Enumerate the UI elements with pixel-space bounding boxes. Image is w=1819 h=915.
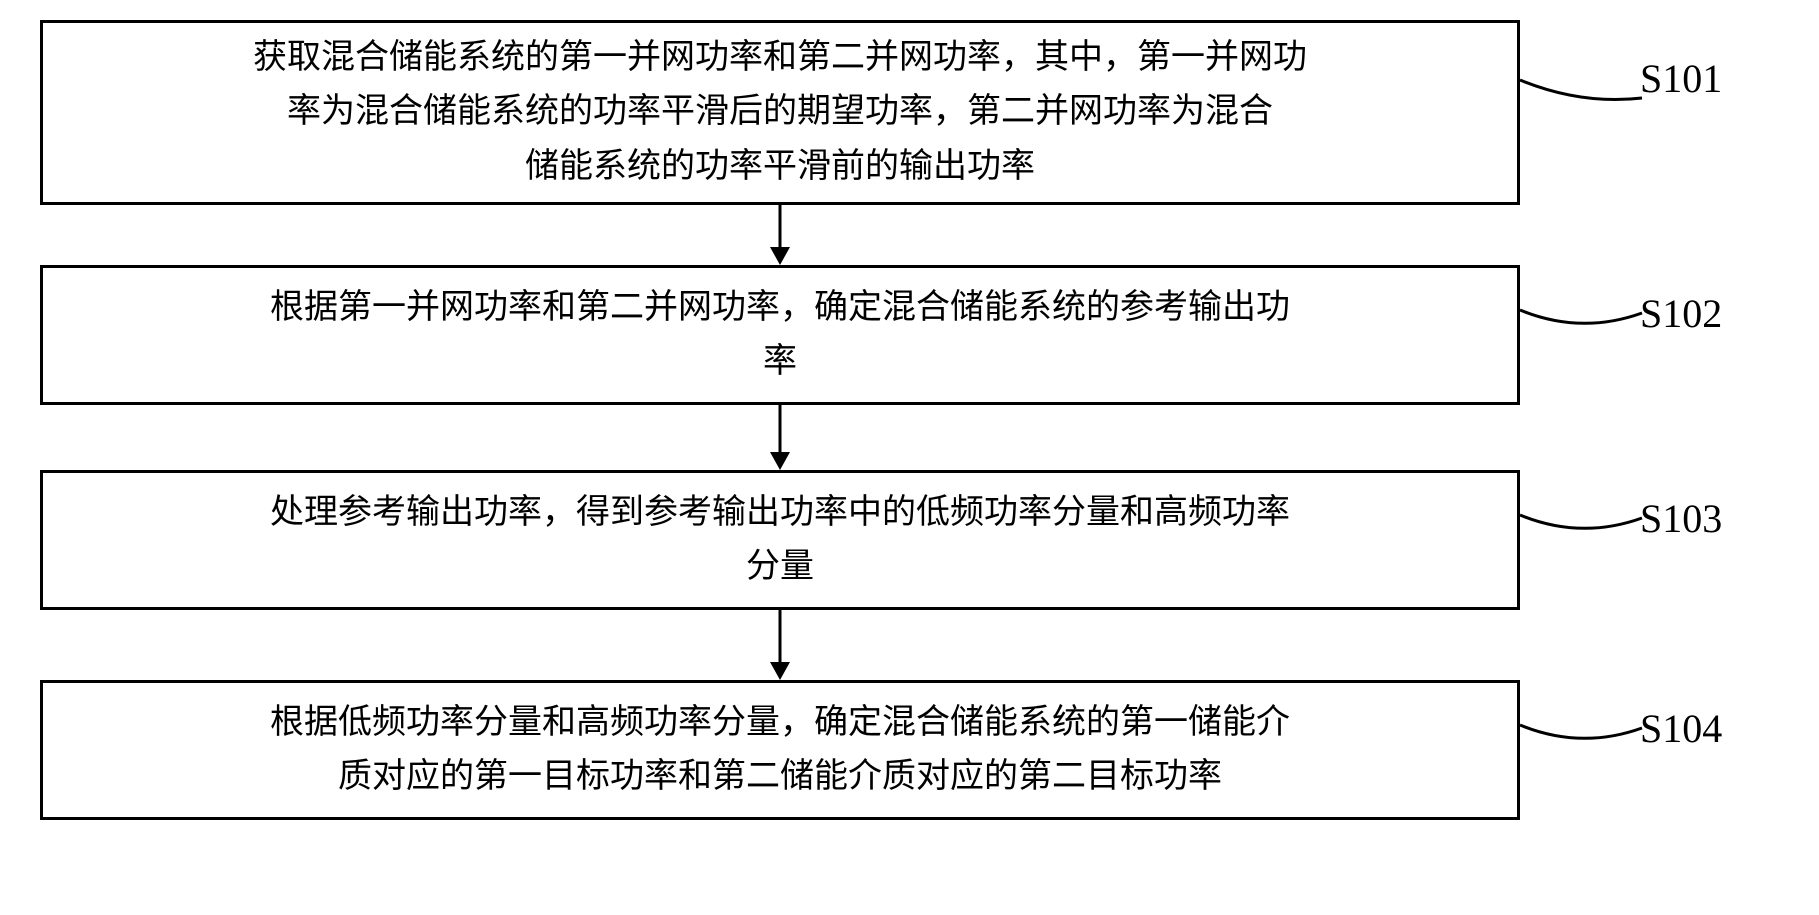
flowchart-arrow [765,610,795,680]
flowchart-step-text: 获取混合储能系统的第一并网功率和第二并网功率，其中，第一并网功 率为混合储能系统… [253,31,1307,194]
flowchart-step-text: 处理参考输出功率，得到参考输出功率中的低频功率分量和高频功率 分量 [270,486,1290,595]
flowchart-arrow [765,405,795,470]
flowchart-step-text: 根据第一并网功率和第二并网功率，确定混合储能系统的参考输出功 率 [270,281,1290,390]
flowchart-step-label: S102 [1640,290,1722,337]
flowchart-step-text: 根据低频功率分量和高频功率分量，确定混合储能系统的第一储能介 质对应的第一目标功… [270,696,1290,805]
flowchart-arrow [765,205,795,265]
flowchart-step-box: 根据第一并网功率和第二并网功率，确定混合储能系统的参考输出功 率 [40,265,1520,405]
flowchart-connector [1520,680,1642,758]
flowchart-step-label: S104 [1640,705,1722,752]
flowchart-step-box: 获取混合储能系统的第一并网功率和第二并网功率，其中，第一并网功 率为混合储能系统… [40,20,1520,205]
flowchart-step-label: S101 [1640,55,1722,102]
flowchart-step-box: 根据低频功率分量和高频功率分量，确定混合储能系统的第一储能介 质对应的第一目标功… [40,680,1520,820]
flowchart-step-label: S103 [1640,495,1722,542]
flowchart-connector [1520,265,1642,343]
flowchart-connector [1520,20,1642,128]
flowchart-step-box: 处理参考输出功率，得到参考输出功率中的低频功率分量和高频功率 分量 [40,470,1520,610]
flowchart-connector [1520,470,1642,548]
flowchart-canvas: 获取混合储能系统的第一并网功率和第二并网功率，其中，第一并网功 率为混合储能系统… [0,0,1819,915]
